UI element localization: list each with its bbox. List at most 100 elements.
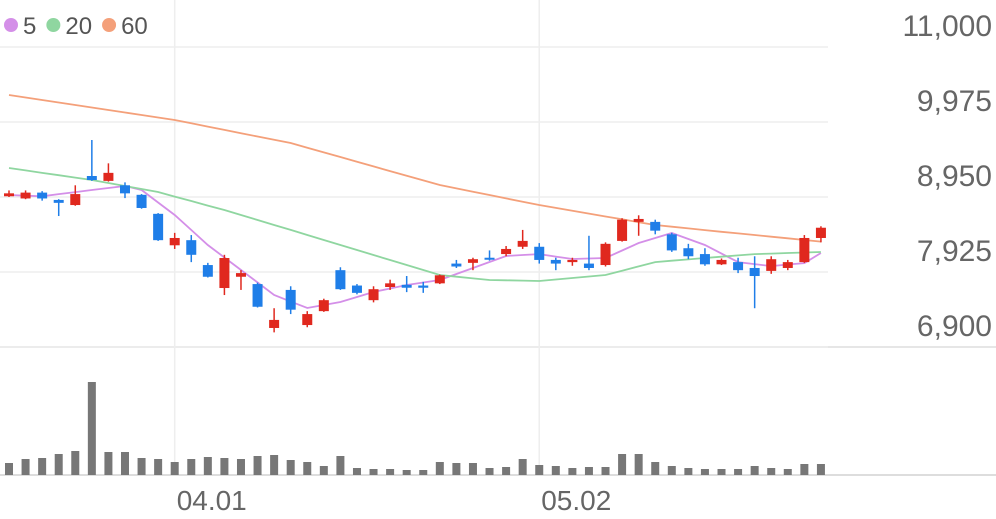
volume-bar: [402, 470, 411, 475]
volume-bar: [236, 459, 245, 475]
volume-bar: [386, 469, 395, 475]
candle-body: [302, 314, 313, 326]
candle-body: [501, 248, 512, 255]
candle-body: [70, 194, 81, 206]
volume-bar: [518, 459, 527, 475]
y-tick-label: 11,000: [902, 10, 992, 43]
volume-bar: [220, 458, 229, 475]
volume-bar: [137, 458, 146, 475]
x-tick-label: 04.01: [177, 485, 247, 516]
volume-bar: [104, 452, 113, 475]
volume-bar: [767, 468, 776, 475]
candle-body: [418, 285, 429, 288]
candle-body: [666, 234, 677, 251]
candle-body: [351, 285, 362, 293]
volume-bar: [750, 466, 759, 475]
candle-body: [235, 273, 246, 277]
volume-bar: [734, 469, 743, 475]
volume-bar: [71, 451, 80, 475]
volume-bar: [419, 470, 428, 475]
candle-body: [699, 254, 710, 265]
candle-body: [451, 263, 462, 267]
candle-body: [37, 192, 48, 199]
candle-body: [815, 227, 826, 238]
volume-bar: [452, 463, 461, 475]
volume-bar: [535, 465, 544, 475]
candle-body: [169, 237, 180, 246]
candle-body: [600, 243, 611, 266]
candle-body: [583, 263, 594, 268]
volume-bar: [5, 463, 13, 475]
candle-body: [534, 246, 545, 260]
candle-body: [285, 289, 296, 310]
candle-body: [368, 289, 379, 301]
legend-label: 5: [23, 13, 36, 40]
volume-bar: [584, 467, 593, 475]
volume-bar: [21, 459, 30, 475]
candle-body: [401, 284, 412, 288]
candle-body: [650, 221, 661, 231]
volume-bar: [253, 456, 262, 475]
legend-marker: [4, 18, 18, 32]
y-tick-label: 7,925: [917, 235, 992, 268]
volume-bar: [667, 466, 676, 475]
candle-body: [550, 259, 561, 264]
volume-bar: [485, 468, 494, 475]
candle-body: [186, 240, 197, 255]
volume-bar: [38, 458, 47, 475]
volume-bar: [468, 463, 477, 475]
candle-body: [517, 240, 528, 247]
legend-marker: [102, 18, 117, 32]
volume-bar: [800, 464, 809, 475]
candle-body: [202, 265, 213, 277]
legend-label: 60: [121, 13, 148, 40]
volume-bar: [717, 469, 726, 475]
volume-bar: [700, 469, 709, 475]
volume-bar: [601, 467, 610, 475]
legend-marker: [46, 18, 61, 32]
volume-bar: [286, 460, 295, 475]
volume-bar: [618, 454, 627, 475]
candle-body: [749, 267, 760, 277]
volume-bar: [568, 468, 577, 475]
y-tick-label: 9,975: [917, 85, 992, 118]
candle-body: [136, 194, 147, 208]
candle-body: [484, 257, 495, 260]
candle-body: [103, 172, 114, 181]
volume-bar: [435, 462, 444, 475]
candle-body: [119, 185, 130, 194]
y-tick-label: 8,950: [917, 160, 992, 193]
volume-bar: [336, 456, 345, 475]
volume-bar: [816, 464, 825, 475]
volume-bar: [684, 468, 693, 475]
candle-body: [633, 218, 644, 222]
candle-body: [782, 262, 793, 268]
candle-body: [4, 193, 14, 197]
candle-body: [567, 259, 578, 263]
volume-bar: [187, 459, 196, 475]
volume-bar: [651, 462, 660, 475]
volume-bar: [120, 452, 129, 475]
candle-body: [467, 259, 478, 263]
volume-bar: [54, 454, 63, 475]
volume-bar: [369, 469, 378, 475]
ma-line: [8, 94, 821, 243]
volume-bar: [303, 462, 312, 475]
volume-bar: [154, 459, 163, 475]
candle-body: [766, 259, 777, 271]
y-tick-label: 6,900: [917, 310, 992, 343]
candle-body: [733, 262, 744, 271]
candle-body: [385, 283, 396, 287]
volume-bar: [270, 455, 279, 475]
candle-body: [335, 270, 346, 290]
candle-body: [252, 284, 263, 307]
volume-bar: [203, 457, 212, 475]
ma-line: [8, 185, 822, 309]
candle-body: [86, 176, 97, 181]
candle-body: [318, 300, 329, 312]
x-tick-label: 05.02: [541, 485, 611, 516]
candle-body: [799, 237, 810, 263]
candle-body: [53, 199, 64, 203]
candle-body: [269, 319, 280, 328]
